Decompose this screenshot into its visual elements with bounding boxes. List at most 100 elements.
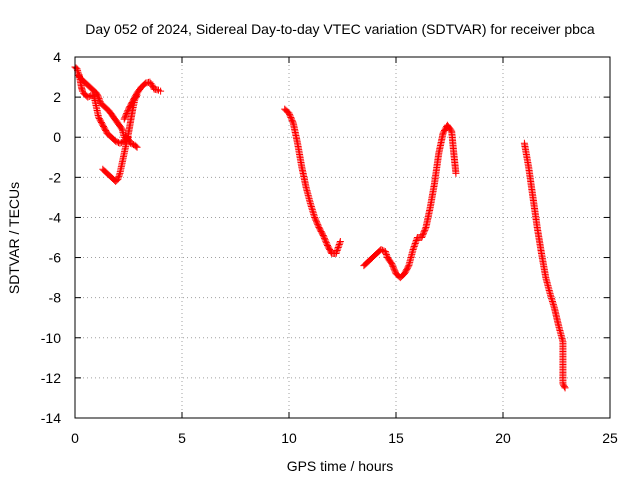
data-point — [285, 109, 293, 117]
data-point — [335, 241, 343, 249]
data-point — [418, 234, 426, 241]
data-point — [391, 267, 399, 275]
data-point — [288, 116, 296, 124]
data-point — [333, 247, 341, 255]
x-tick-label: 20 — [495, 430, 511, 446]
data-point — [287, 113, 295, 121]
data-point — [115, 171, 123, 179]
data-point — [286, 112, 294, 120]
series-arc-c — [120, 78, 165, 123]
y-tick-label: -12 — [41, 370, 61, 386]
x-axis-title: GPS time / hours — [287, 458, 394, 474]
data-point — [333, 248, 341, 256]
x-tick-labels: 0 5 10 15 20 25 — [71, 430, 618, 446]
data-point — [121, 114, 129, 122]
series-arc-f — [520, 139, 569, 392]
data-point — [320, 233, 328, 241]
y-tick-label: -14 — [41, 410, 61, 426]
data-point — [120, 115, 128, 123]
data-point — [322, 239, 330, 247]
chart-title: Day 052 of 2024, Sidereal Day-to-day VTE… — [85, 21, 595, 37]
data-point — [133, 143, 141, 151]
data-point — [320, 234, 328, 242]
data-point — [334, 245, 342, 253]
data-point — [335, 242, 343, 250]
series-arc-a — [71, 63, 141, 151]
data-point — [388, 260, 396, 268]
data-point — [382, 251, 390, 259]
y-tick-label: -2 — [49, 169, 62, 185]
data-point — [412, 238, 420, 246]
data-point — [123, 108, 131, 116]
data-point — [313, 219, 321, 227]
data-point — [409, 246, 417, 254]
data-point — [452, 169, 460, 177]
data-point — [123, 109, 131, 117]
series-arc-a-lower — [75, 71, 132, 147]
series-arc-d — [281, 105, 344, 258]
data-point — [322, 237, 330, 245]
data-point — [313, 218, 321, 226]
data-point — [390, 264, 398, 272]
data-point — [114, 174, 122, 182]
data-point — [311, 215, 319, 223]
data-point — [378, 246, 386, 254]
data-point — [116, 139, 124, 147]
data-point — [114, 175, 122, 183]
y-axis-title: SDTVAR / TECUs — [6, 182, 22, 294]
data-point — [421, 226, 429, 234]
data-point — [561, 384, 569, 392]
data-point — [147, 80, 155, 88]
data-point — [311, 213, 319, 221]
data-point — [420, 228, 428, 236]
y-tick-label: 0 — [53, 129, 61, 145]
x-tick-label: 25 — [602, 430, 618, 446]
data-point — [404, 263, 412, 271]
data-points — [71, 63, 569, 392]
data-point — [115, 172, 123, 180]
data-point — [419, 231, 427, 239]
y-tick-label: 2 — [53, 89, 61, 105]
data-point — [418, 232, 426, 240]
data-point — [390, 265, 398, 273]
x-tick-label: 0 — [71, 430, 79, 446]
data-point — [334, 244, 342, 252]
data-point — [336, 239, 344, 247]
data-point — [377, 246, 385, 254]
y-tick-labels: -14 -12 -10 -8 -6 -4 -2 0 2 4 — [41, 49, 61, 426]
data-point — [84, 93, 92, 101]
y-tick-label: 4 — [53, 49, 61, 65]
series-arc-e — [360, 121, 460, 282]
data-point — [286, 111, 294, 119]
data-point — [319, 231, 327, 239]
data-point — [157, 87, 165, 95]
y-tick-label: -8 — [49, 290, 62, 306]
data-point — [410, 244, 418, 252]
data-point — [128, 140, 136, 148]
data-point — [388, 261, 396, 269]
data-point — [560, 383, 568, 391]
data-point — [381, 248, 389, 256]
x-tick-label: 5 — [178, 430, 186, 446]
data-point — [112, 137, 120, 145]
data-point — [336, 238, 344, 246]
data-point — [312, 216, 320, 224]
data-point — [411, 240, 419, 248]
y-tick-label: -10 — [41, 330, 61, 346]
data-point — [289, 118, 297, 126]
data-point — [421, 225, 429, 233]
x-tick-label: 10 — [281, 430, 297, 446]
data-point — [132, 142, 140, 150]
data-point — [287, 115, 295, 123]
y-tick-label: -6 — [49, 250, 62, 266]
data-point — [389, 262, 397, 270]
y-tick-label: -4 — [49, 209, 62, 225]
data-point — [382, 249, 390, 257]
data-point — [321, 236, 329, 244]
data-point — [420, 229, 428, 237]
data-point — [332, 250, 340, 258]
data-point — [410, 243, 418, 251]
plot-frame — [74, 56, 611, 419]
data-point — [411, 241, 419, 249]
